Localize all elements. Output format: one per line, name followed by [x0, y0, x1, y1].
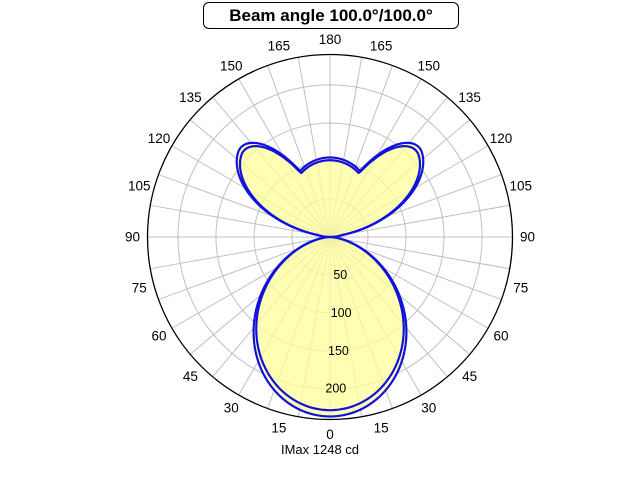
- svg-text:105: 105: [128, 178, 151, 193]
- svg-text:150: 150: [328, 344, 349, 358]
- svg-text:50: 50: [333, 268, 347, 282]
- svg-text:75: 75: [132, 281, 147, 296]
- svg-text:165: 165: [268, 39, 291, 54]
- svg-text:135: 135: [179, 90, 202, 105]
- svg-text:45: 45: [183, 369, 198, 384]
- svg-text:165: 165: [370, 39, 393, 54]
- svg-text:200: 200: [325, 382, 346, 396]
- svg-text:90: 90: [520, 230, 535, 245]
- svg-text:105: 105: [510, 178, 533, 193]
- svg-text:60: 60: [151, 328, 166, 343]
- svg-text:135: 135: [458, 90, 481, 105]
- svg-text:150: 150: [220, 58, 243, 73]
- svg-text:180: 180: [319, 32, 342, 47]
- svg-text:30: 30: [421, 401, 436, 416]
- svg-text:120: 120: [490, 131, 513, 146]
- svg-text:30: 30: [224, 401, 239, 416]
- svg-text:45: 45: [462, 369, 477, 384]
- svg-text:15: 15: [374, 420, 389, 435]
- svg-text:0: 0: [326, 427, 334, 442]
- svg-text:15: 15: [271, 420, 286, 435]
- svg-text:90: 90: [125, 230, 140, 245]
- svg-text:150: 150: [417, 58, 440, 73]
- svg-text:60: 60: [494, 328, 509, 343]
- svg-text:100: 100: [331, 306, 352, 320]
- svg-text:120: 120: [148, 131, 171, 146]
- svg-text:75: 75: [513, 281, 528, 296]
